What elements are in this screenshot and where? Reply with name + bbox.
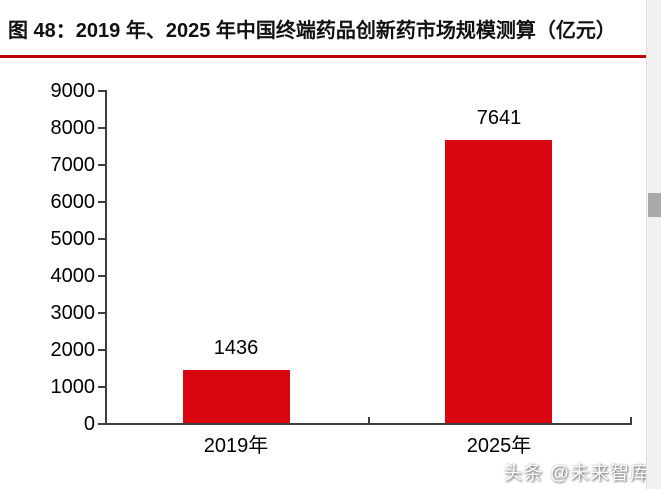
y-axis-tick-label: 3000 [50, 302, 96, 324]
bar [183, 370, 290, 423]
y-axis-tick-label: 0 [83, 413, 95, 435]
title-underline [0, 55, 658, 58]
watermark: 头条 @未来智库 [503, 463, 650, 484]
y-axis-tick-label: 1000 [50, 376, 96, 398]
y-axis-tick-label: 9000 [50, 80, 96, 102]
x-axis-category-label: 2019年 [203, 435, 269, 457]
bar-value-label: 7641 [476, 107, 522, 129]
y-tick [98, 90, 105, 92]
y-tick [98, 312, 105, 314]
y-axis-tick-label: 7000 [50, 154, 96, 176]
y-axis-tick-label: 4000 [50, 265, 96, 287]
scrollbar-thumb[interactable] [648, 193, 661, 217]
y-axis-tick-label: 2000 [50, 339, 96, 361]
x-tick [367, 417, 370, 423]
y-tick [98, 386, 105, 388]
x-axis-line [105, 423, 632, 425]
bar [445, 140, 552, 423]
y-axis-tick-label: 5000 [50, 228, 96, 250]
y-tick [98, 349, 105, 351]
y-axis-line [105, 90, 107, 425]
bar-value-label: 1436 [213, 337, 259, 359]
y-tick [98, 423, 105, 425]
y-axis-tick-label: 6000 [50, 191, 96, 213]
scrollbar-track[interactable] [646, 0, 661, 489]
y-tick [98, 238, 105, 240]
y-axis-tick-label: 8000 [50, 117, 96, 139]
y-tick [98, 164, 105, 166]
x-axis-category-label: 2025年 [466, 435, 532, 457]
y-tick [98, 127, 105, 129]
figure-title: 图 48：2019 年、2025 年中国终端药品创新药市场规模测算（亿元） [8, 20, 616, 42]
y-tick [98, 275, 105, 277]
y-tick [98, 201, 105, 203]
x-tick [630, 417, 632, 423]
